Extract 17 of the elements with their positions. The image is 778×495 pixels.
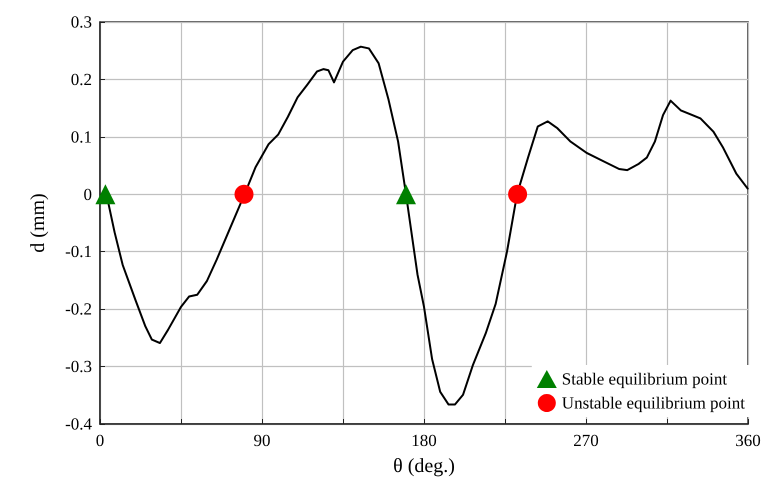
y-axis-title: d (mm) xyxy=(27,193,49,253)
y-tick-label: 0.3 xyxy=(70,12,92,32)
y-tick-label: -0.3 xyxy=(65,357,92,376)
x-tick-label: 0 xyxy=(96,431,104,450)
y-tick-label: -0.4 xyxy=(65,414,92,434)
y-tick-label: 0.2 xyxy=(70,70,92,89)
y-tick-label: -0.2 xyxy=(65,300,92,319)
x-tick-label: 180 xyxy=(411,431,437,450)
x-axis-title: θ (deg.) xyxy=(393,455,455,477)
y-tick-label: 0.1 xyxy=(70,127,92,146)
y-tick-label: 0 xyxy=(84,184,92,204)
x-tick-label: 270 xyxy=(573,431,599,450)
x-tick-label: 90 xyxy=(254,431,270,450)
y-tick-label: -0.1 xyxy=(65,242,92,262)
legend-label: Stable equilibrium point xyxy=(562,370,728,388)
legend-label: Unstable equilibrium point xyxy=(562,394,746,412)
x-tick-label: 360 xyxy=(735,431,761,450)
